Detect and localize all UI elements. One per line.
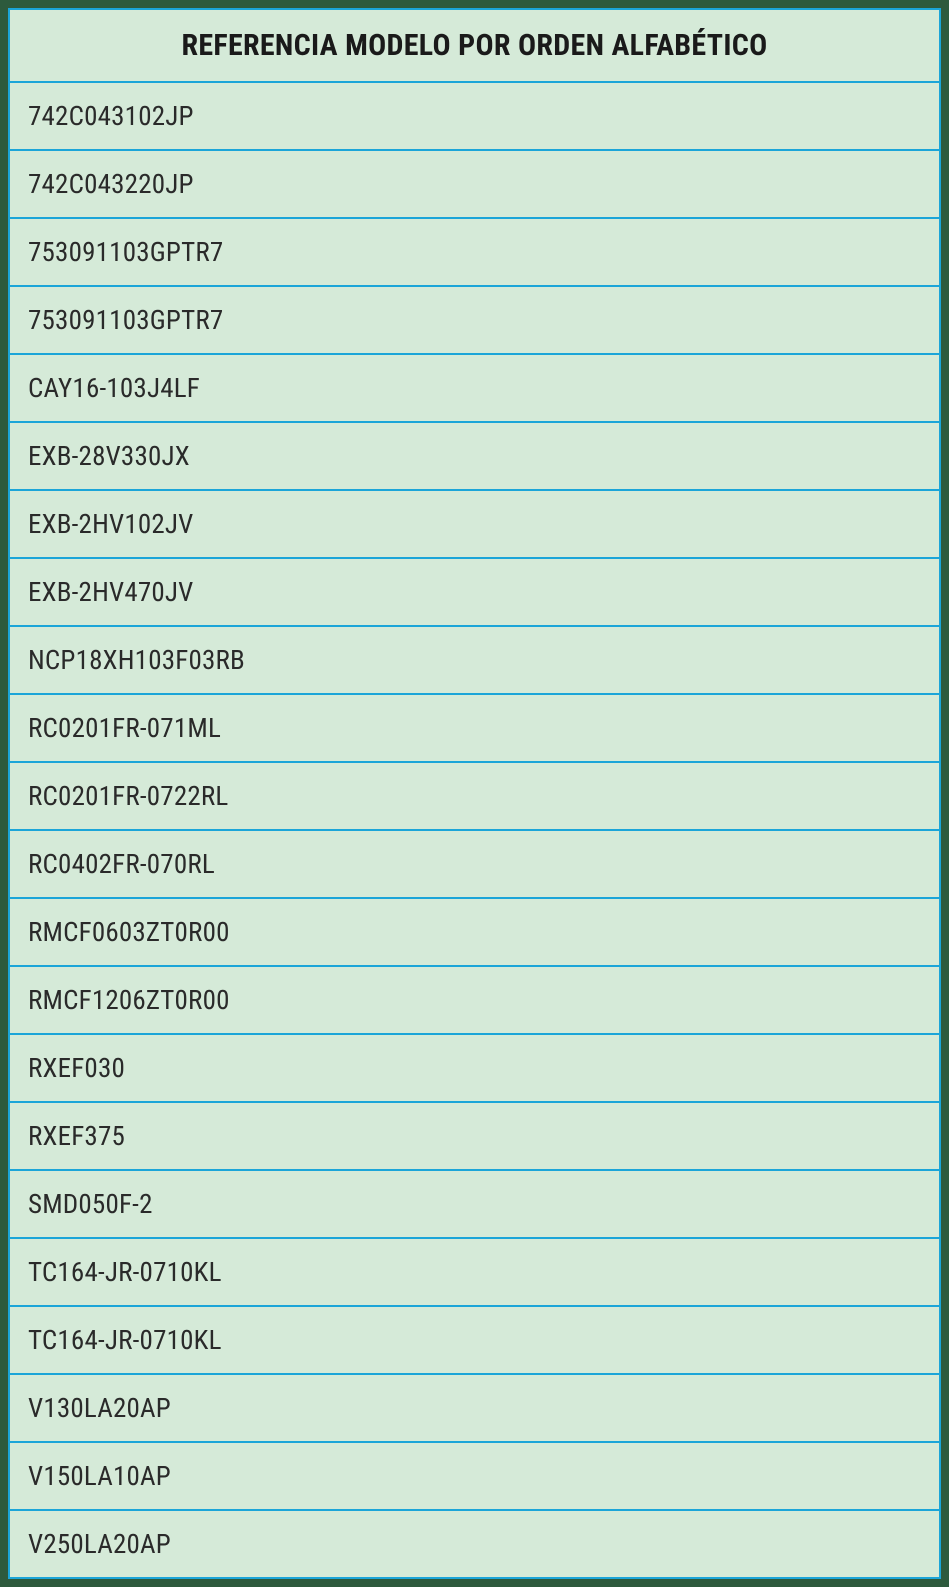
table-row[interactable]: RC0402FR-070RL [10,831,939,899]
table-row[interactable]: V250LA20AP [10,1511,939,1577]
table-body: 742C043102JP742C043220JP753091103GPTR775… [10,83,939,1577]
table-row[interactable]: 753091103GPTR7 [10,219,939,287]
table-row[interactable]: V130LA20AP [10,1375,939,1443]
table-row[interactable]: SMD050F-2 [10,1171,939,1239]
table-row[interactable]: EXB-2HV102JV [10,491,939,559]
table-row[interactable]: TC164-JR-0710KL [10,1239,939,1307]
table-row[interactable]: RC0201FR-071ML [10,695,939,763]
table-row[interactable]: RXEF030 [10,1035,939,1103]
table-row[interactable]: V150LA10AP [10,1443,939,1511]
reference-table: REFERENCIA MODELO POR ORDEN ALFABÉTICO 7… [8,8,941,1579]
table-row[interactable]: EXB-28V330JX [10,423,939,491]
table-row[interactable]: NCP18XH103F03RB [10,627,939,695]
table-row[interactable]: 742C043102JP [10,83,939,151]
table-row[interactable]: 753091103GPTR7 [10,287,939,355]
table-row[interactable]: RC0201FR-0722RL [10,763,939,831]
table-row[interactable]: RMCF0603ZT0R00 [10,899,939,967]
table-row[interactable]: RXEF375 [10,1103,939,1171]
table-row[interactable]: 742C043220JP [10,151,939,219]
table-row[interactable]: RMCF1206ZT0R00 [10,967,939,1035]
table-header: REFERENCIA MODELO POR ORDEN ALFABÉTICO [10,10,939,83]
table-row[interactable]: TC164-JR-0710KL [10,1307,939,1375]
table-row[interactable]: CAY16-103J4LF [10,355,939,423]
table-row[interactable]: EXB-2HV470JV [10,559,939,627]
